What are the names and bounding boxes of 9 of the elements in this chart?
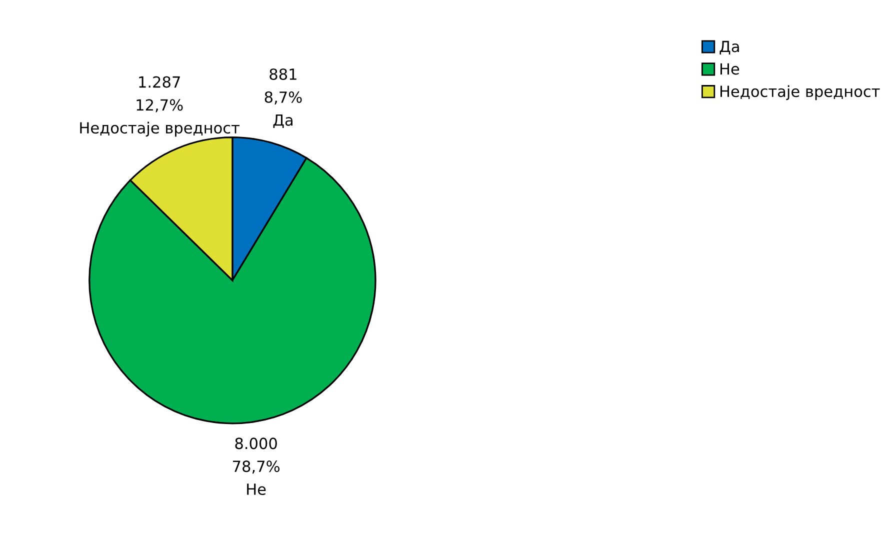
slice-label: Не xyxy=(247,484,266,496)
slice-label: Недостаје вредност xyxy=(80,122,240,137)
data-label: 8.000 78,7% xyxy=(233,438,280,474)
data-label: 1.287 12,7% xyxy=(136,76,183,112)
slice-label: Да xyxy=(273,114,292,128)
legend-label: Недостаје вредност xyxy=(720,85,880,100)
legend-label: Да xyxy=(720,40,739,54)
legend-label: Не xyxy=(720,63,740,75)
data-label: 881 8,7% xyxy=(264,68,302,104)
